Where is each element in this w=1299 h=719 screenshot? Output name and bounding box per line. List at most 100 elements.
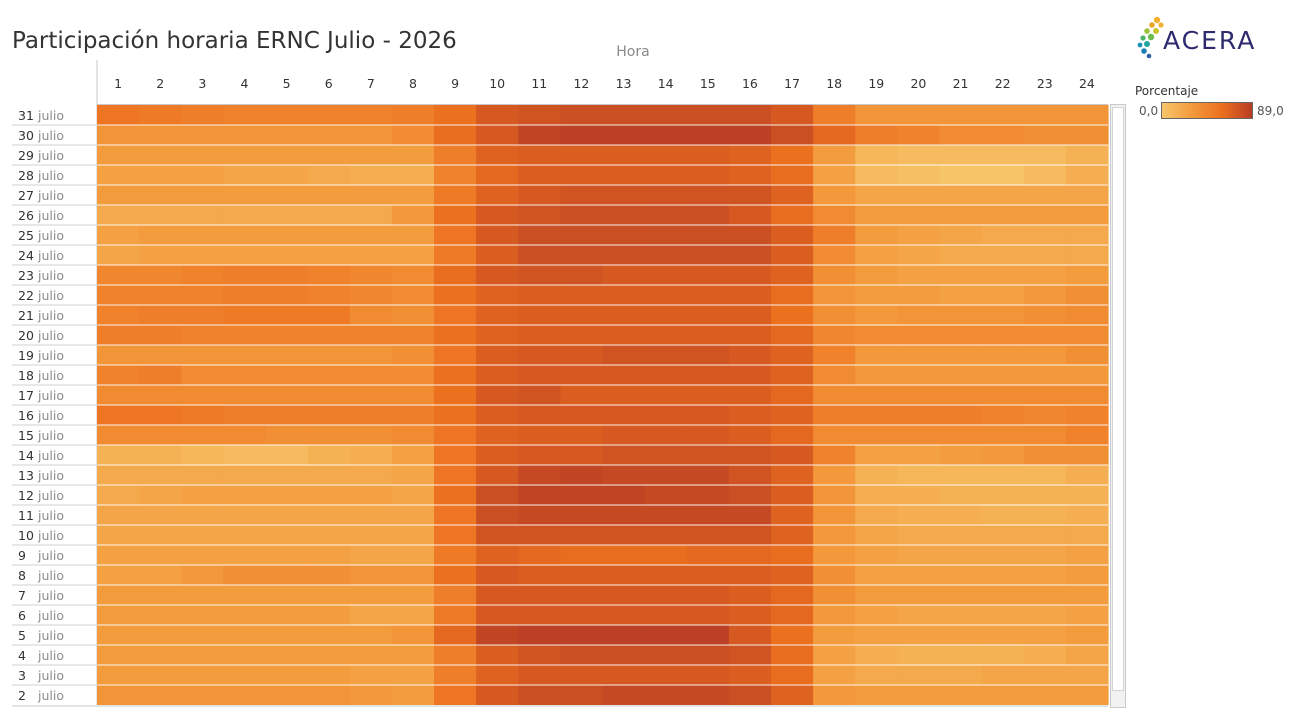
heatmap-cell[interactable] — [1065, 625, 1109, 645]
heatmap-cell[interactable] — [349, 305, 393, 325]
heatmap-cell[interactable] — [307, 605, 351, 625]
heatmap-cell[interactable] — [223, 245, 267, 265]
heatmap-cell[interactable] — [771, 585, 814, 605]
heatmap-cell[interactable] — [139, 545, 182, 565]
heatmap-cell[interactable] — [939, 325, 983, 345]
heatmap-cell[interactable] — [728, 605, 772, 625]
heatmap-cell[interactable] — [476, 145, 519, 165]
heatmap-cell[interactable] — [644, 225, 688, 245]
heatmap-cell[interactable] — [602, 105, 646, 125]
heatmap-cell[interactable] — [181, 465, 224, 485]
heatmap-cell[interactable] — [97, 325, 140, 345]
heatmap-cell[interactable] — [223, 525, 267, 545]
heatmap-cell[interactable] — [476, 485, 519, 505]
heatmap-cell[interactable] — [434, 325, 477, 345]
heatmap-cell[interactable] — [139, 265, 182, 285]
heatmap-cell[interactable] — [1065, 225, 1109, 245]
heatmap-cell[interactable] — [181, 585, 224, 605]
heatmap-cell[interactable] — [307, 225, 351, 245]
heatmap-cell[interactable] — [981, 565, 1025, 585]
heatmap-cell[interactable] — [560, 445, 604, 465]
heatmap-cell[interactable] — [813, 205, 856, 225]
heatmap-cell[interactable] — [728, 385, 772, 405]
heatmap-cell[interactable] — [349, 545, 393, 565]
heatmap-cell[interactable] — [265, 285, 309, 305]
heatmap-cell[interactable] — [1065, 685, 1109, 705]
heatmap-cell[interactable] — [686, 665, 730, 685]
heatmap-cell[interactable] — [518, 105, 561, 125]
heatmap-cell[interactable] — [1023, 205, 1067, 225]
heatmap-cell[interactable] — [1065, 385, 1109, 405]
heatmap-cell[interactable] — [1023, 165, 1067, 185]
heatmap-cell[interactable] — [939, 125, 983, 145]
heatmap-cell[interactable] — [223, 605, 267, 625]
heatmap-cell[interactable] — [97, 145, 140, 165]
heatmap-cell[interactable] — [391, 625, 435, 645]
heatmap-cell[interactable] — [1065, 465, 1109, 485]
heatmap-cell[interactable] — [181, 405, 224, 425]
heatmap-cell[interactable] — [560, 505, 604, 525]
heatmap-cell[interactable] — [1065, 125, 1109, 145]
heatmap-cell[interactable] — [897, 625, 941, 645]
heatmap-cell[interactable] — [518, 465, 561, 485]
heatmap-cell[interactable] — [897, 345, 941, 365]
heatmap-cell[interactable] — [686, 465, 730, 485]
heatmap-cell[interactable] — [349, 125, 393, 145]
heatmap-cell[interactable] — [1023, 625, 1067, 645]
heatmap-cell[interactable] — [1065, 545, 1109, 565]
heatmap-cell[interactable] — [939, 605, 983, 625]
heatmap-cell[interactable] — [139, 185, 182, 205]
heatmap-cell[interactable] — [265, 385, 309, 405]
heatmap-cell[interactable] — [139, 465, 182, 485]
heatmap-cell[interactable] — [897, 425, 941, 445]
heatmap-cell[interactable] — [181, 485, 224, 505]
heatmap-cell[interactable] — [97, 565, 140, 585]
heatmap-cell[interactable] — [307, 685, 351, 705]
heatmap-cell[interactable] — [602, 305, 646, 325]
heatmap-cell[interactable] — [855, 225, 898, 245]
heatmap-cell[interactable] — [349, 105, 393, 125]
heatmap-cell[interactable] — [728, 105, 772, 125]
heatmap-cell[interactable] — [391, 185, 435, 205]
heatmap-cell[interactable] — [602, 685, 646, 705]
heatmap-cell[interactable] — [391, 425, 435, 445]
heatmap-cell[interactable] — [771, 105, 814, 125]
heatmap-cell[interactable] — [307, 425, 351, 445]
heatmap-cell[interactable] — [434, 185, 477, 205]
heatmap-cell[interactable] — [307, 485, 351, 505]
heatmap-cell[interactable] — [1023, 265, 1067, 285]
heatmap-cell[interactable] — [602, 565, 646, 585]
heatmap-cell[interactable] — [518, 245, 561, 265]
heatmap-cell[interactable] — [1023, 505, 1067, 525]
heatmap-cell[interactable] — [560, 365, 604, 385]
heatmap-cell[interactable] — [1023, 585, 1067, 605]
heatmap-cell[interactable] — [223, 445, 267, 465]
heatmap-cell[interactable] — [97, 625, 140, 645]
heatmap-cell[interactable] — [728, 185, 772, 205]
heatmap-cell[interactable] — [939, 665, 983, 685]
heatmap-cell[interactable] — [602, 665, 646, 685]
heatmap-cell[interactable] — [139, 125, 182, 145]
heatmap-cell[interactable] — [686, 385, 730, 405]
heatmap-cell[interactable] — [181, 265, 224, 285]
heatmap-cell[interactable] — [771, 545, 814, 565]
heatmap-cell[interactable] — [265, 245, 309, 265]
heatmap-cell[interactable] — [97, 425, 140, 445]
heatmap-cell[interactable] — [139, 205, 182, 225]
heatmap-cell[interactable] — [771, 365, 814, 385]
heatmap-cell[interactable] — [771, 465, 814, 485]
heatmap-cell[interactable] — [139, 345, 182, 365]
heatmap-cell[interactable] — [181, 145, 224, 165]
heatmap-cell[interactable] — [897, 645, 941, 665]
heatmap-cell[interactable] — [97, 365, 140, 385]
heatmap-cell[interactable] — [602, 165, 646, 185]
heatmap-cell[interactable] — [602, 345, 646, 365]
heatmap-cell[interactable] — [981, 265, 1025, 285]
heatmap-cell[interactable] — [434, 285, 477, 305]
heatmap-cell[interactable] — [602, 385, 646, 405]
heatmap-cell[interactable] — [97, 385, 140, 405]
heatmap-cell[interactable] — [265, 125, 309, 145]
heatmap-cell[interactable] — [560, 225, 604, 245]
heatmap-cell[interactable] — [728, 525, 772, 545]
heatmap-cell[interactable] — [981, 485, 1025, 505]
